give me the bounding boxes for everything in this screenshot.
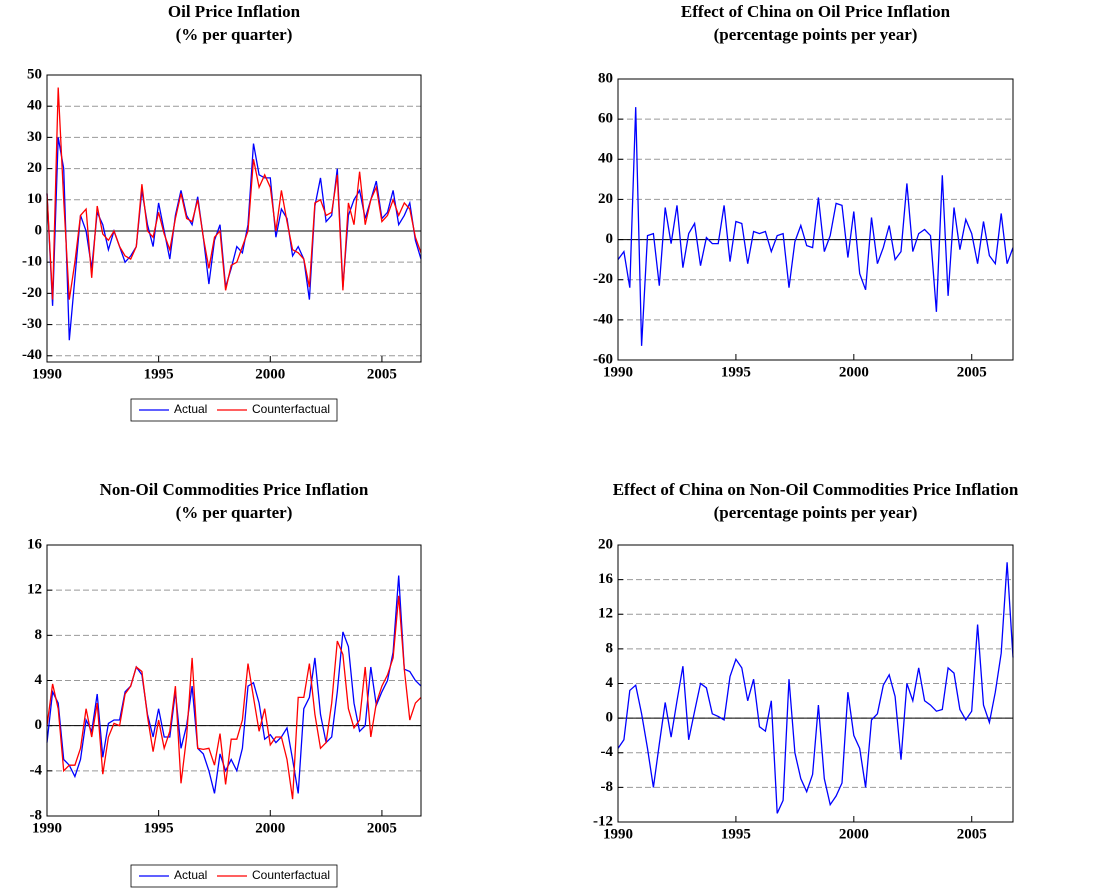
x-tick-label: 2005 (957, 364, 987, 380)
x-tick-label: 1995 (721, 364, 751, 380)
y-tick-label: 10 (27, 191, 42, 207)
x-tick-label: 2005 (957, 826, 987, 842)
chart-subtitle: (% per quarter) (176, 25, 293, 44)
y-tick-label: 0 (35, 717, 43, 733)
x-tick-label: 1990 (32, 820, 62, 836)
y-tick-label: 8 (606, 640, 614, 656)
chart-title: Oil Price Inflation (168, 2, 301, 21)
y-tick-label: 20 (598, 191, 613, 207)
chart-title: Effect of China on Oil Price Inflation (681, 2, 951, 21)
y-tick-label: 12 (27, 582, 42, 598)
plot-frame (46, 544, 422, 817)
y-tick-label: 0 (606, 710, 614, 726)
y-tick-label: 0 (35, 222, 43, 238)
y-tick-label: 50 (27, 66, 42, 82)
y-tick-label: 20 (27, 160, 42, 176)
chart-subtitle: (percentage points per year) (714, 503, 918, 522)
x-tick-label: 1995 (721, 826, 751, 842)
y-tick-label: -10 (22, 254, 42, 270)
chart-title: Non-Oil Commodities Price Inflation (100, 480, 369, 499)
y-tick-label: 40 (27, 98, 42, 114)
data-line (617, 562, 1014, 814)
y-tick-label: -4 (30, 762, 43, 778)
y-tick-label: -8 (30, 807, 43, 823)
x-tick-label: 1995 (144, 820, 174, 836)
plot-frame (617, 78, 1014, 361)
y-tick-label: -4 (601, 744, 614, 760)
x-tick-label: 2005 (367, 366, 397, 382)
y-tick-label: 4 (35, 672, 43, 688)
legend-label: Actual (174, 402, 207, 416)
y-tick-label: -30 (22, 316, 42, 332)
plot-frame (617, 544, 1014, 823)
legend-label: Counterfactual (252, 868, 330, 882)
y-tick-label: -8 (601, 779, 614, 795)
chart-subtitle: (% per quarter) (176, 503, 293, 522)
chart-subtitle: (percentage points per year) (714, 25, 918, 44)
y-tick-label: -20 (593, 271, 613, 287)
x-tick-label: 1990 (603, 826, 633, 842)
y-tick-label: 20 (598, 536, 613, 552)
x-tick-label: 1990 (603, 364, 633, 380)
y-tick-label: 8 (35, 627, 43, 643)
x-tick-label: 2000 (255, 820, 285, 836)
x-tick-label: 1990 (32, 366, 62, 382)
y-tick-label: 16 (598, 571, 614, 587)
y-tick-label: -60 (593, 351, 613, 367)
x-tick-label: 2005 (367, 820, 397, 836)
y-tick-label: 16 (27, 536, 43, 552)
x-tick-label: 2000 (255, 366, 285, 382)
data-line (46, 595, 422, 800)
data-line (46, 87, 422, 300)
y-tick-label: -40 (593, 311, 613, 327)
y-tick-label: 4 (606, 675, 614, 691)
y-tick-label: -20 (22, 285, 42, 301)
y-tick-label: -12 (593, 813, 613, 829)
y-tick-label: 0 (606, 231, 614, 247)
legend-label: Counterfactual (252, 402, 330, 416)
y-tick-label: 30 (27, 129, 42, 145)
y-tick-label: -40 (22, 347, 42, 363)
x-tick-label: 2000 (839, 826, 869, 842)
data-line (617, 107, 1014, 346)
x-tick-label: 1995 (144, 366, 174, 382)
y-tick-label: 40 (598, 151, 613, 167)
data-line (46, 575, 422, 794)
data-line (46, 137, 422, 341)
plot-frame (46, 74, 422, 363)
x-tick-label: 2000 (839, 364, 869, 380)
legend-label: Actual (174, 868, 207, 882)
y-tick-label: 80 (598, 70, 613, 86)
y-tick-label: 12 (598, 606, 613, 622)
y-tick-label: 60 (598, 111, 613, 127)
chart-title: Effect of China on Non-Oil Commodities P… (613, 480, 1019, 499)
